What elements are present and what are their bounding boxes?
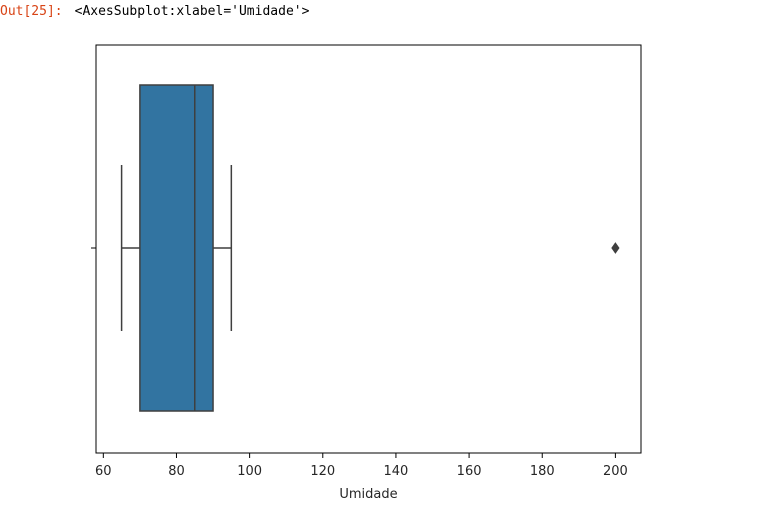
x-tick-label: 160 xyxy=(457,464,482,479)
x-tick-label: 140 xyxy=(384,464,409,479)
x-axis-ticks: 60 80 100 120 140 160 180 200 xyxy=(95,453,628,479)
iqr-box xyxy=(139,84,214,412)
x-tick-label: 180 xyxy=(530,464,555,479)
x-tick-label: 100 xyxy=(237,464,262,479)
x-tick-label: 200 xyxy=(603,464,628,479)
axes-frame xyxy=(95,44,642,454)
x-tick-label: 60 xyxy=(95,464,112,479)
output-prompt: Out[25]: xyxy=(0,4,63,19)
output-row: Out[25]: <AxesSubplot:xlabel='Umidade'> xyxy=(0,2,309,22)
x-tick-label: 80 xyxy=(168,464,185,479)
outlier-point xyxy=(611,242,620,254)
x-tick-label: 120 xyxy=(310,464,335,479)
x-axis-label: Umidade xyxy=(339,487,397,502)
output-text: <AxesSubplot:xlabel='Umidade'> xyxy=(74,4,310,19)
plot-area xyxy=(120,84,620,412)
